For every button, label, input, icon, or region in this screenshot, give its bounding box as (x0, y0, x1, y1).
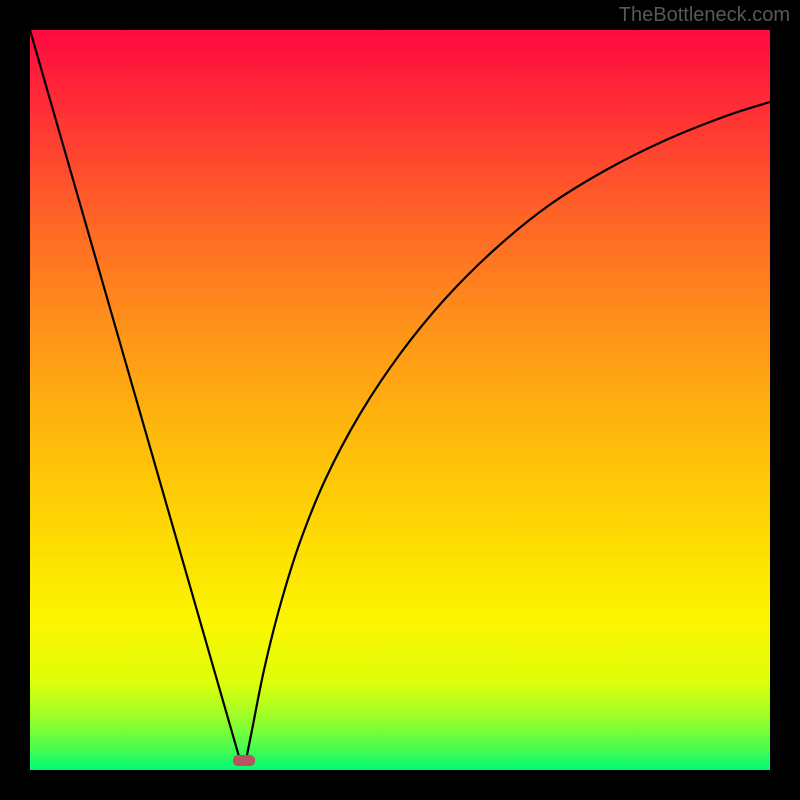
minimum-marker (233, 755, 255, 766)
watermark-text: TheBottleneck.com (619, 4, 790, 27)
plot-svg (30, 30, 770, 770)
chart-container: TheBottleneck.com (0, 0, 800, 800)
plot-area (30, 30, 770, 770)
gradient-background (30, 30, 770, 770)
